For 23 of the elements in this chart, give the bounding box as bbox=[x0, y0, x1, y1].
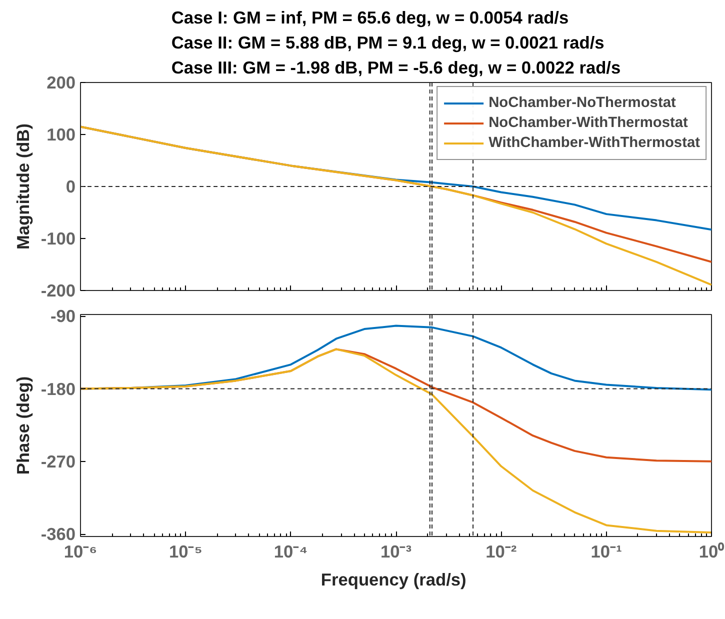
y-axis-title: Phase (deg) bbox=[12, 376, 33, 475]
x-tick-label: 10⁻² bbox=[486, 542, 517, 562]
chart-title: Case I: GM = inf, PM = 65.6 deg, w = 0.0054 rad/s Case II: GM = 5.88 dB, PM = 9.1 deg, w = 0.0021 rad/s Case III: GM = -1.98 dB, PM = -5.6 deg, w = 0.0022 rad/s bbox=[171, 8, 621, 78]
legend-label: NoChamber-WithThermostat bbox=[488, 114, 688, 132]
x-tick-label: 10⁻⁶ bbox=[64, 542, 98, 562]
x-tick-label: 10⁻¹ bbox=[590, 542, 622, 562]
y-axis-title: Magnitude (dB) bbox=[12, 123, 33, 250]
y-tick-label: -180 bbox=[40, 378, 76, 399]
legend-label: WithChamber-WithThermostat bbox=[488, 134, 700, 152]
x-tick-label: 10⁻³ bbox=[380, 542, 412, 562]
y-tick-label: -90 bbox=[50, 306, 76, 326]
y-tick-label: 200 bbox=[46, 72, 76, 92]
y-tick-label: -360 bbox=[40, 524, 76, 544]
x-axis-title: Frequency (rad/s) bbox=[320, 570, 466, 590]
y-tick-label: -200 bbox=[40, 280, 76, 300]
x-tick-label: 10⁻⁴ bbox=[274, 542, 308, 562]
legend-label: NoChamber-NoThermostat bbox=[488, 94, 676, 112]
y-tick-label: -270 bbox=[40, 451, 76, 472]
x-tick-label: 10⁻⁵ bbox=[168, 542, 202, 562]
y-tick-label: 0 bbox=[66, 176, 76, 196]
x-tick-label: 10⁰ bbox=[698, 542, 725, 562]
y-tick-label: -100 bbox=[40, 228, 76, 248]
y-tick-label: 100 bbox=[46, 124, 76, 144]
